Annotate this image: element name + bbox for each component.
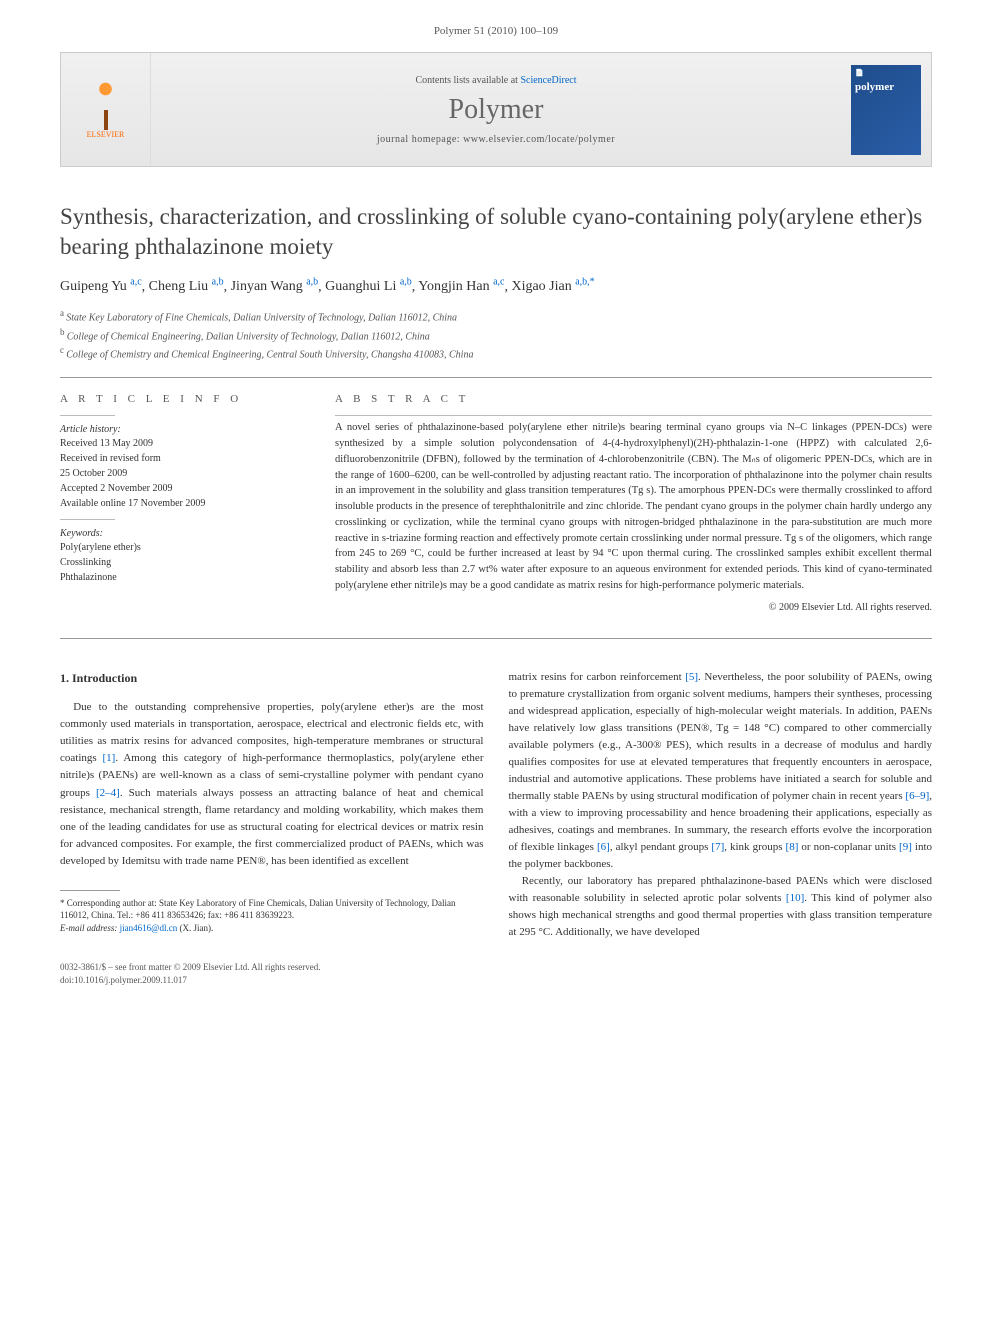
author: Jinyan Wang a,b bbox=[231, 279, 319, 294]
author-affil-sup: a,c bbox=[130, 277, 141, 288]
cover-badge-icon: 📄 bbox=[855, 69, 917, 77]
email-label: E-mail address: bbox=[60, 923, 120, 933]
divider-bottom bbox=[60, 638, 932, 639]
revised-line2: 25 October 2009 bbox=[60, 466, 310, 481]
ref-link-1[interactable]: [1] bbox=[103, 752, 116, 764]
authors-line: Guipeng Yu a,c, Cheng Liu a,b, Jinyan Wa… bbox=[60, 277, 932, 296]
elsevier-logo: ELSEVIER bbox=[76, 72, 136, 147]
section-heading-intro: 1. Introduction bbox=[60, 669, 484, 688]
ref-link-5[interactable]: [5] bbox=[685, 671, 698, 683]
received-date: Received 13 May 2009 bbox=[60, 436, 310, 451]
text-frag: . Nevertheless, the poor solubility of P… bbox=[509, 671, 933, 802]
article-info: A R T I C L E I N F O Article history: R… bbox=[60, 393, 310, 612]
article-title: Synthesis, characterization, and crossli… bbox=[60, 202, 932, 262]
elsevier-tree-icon bbox=[83, 80, 128, 130]
divider-top bbox=[60, 377, 932, 378]
cover-title: polymer bbox=[855, 81, 917, 93]
author-affil-sup: a,b bbox=[306, 277, 318, 288]
corresponding-author-footnote: * Corresponding author at: State Key Lab… bbox=[60, 897, 484, 935]
journal-banner: ELSEVIER Contents lists available at Sci… bbox=[60, 52, 932, 167]
author-affil-sup: a,b bbox=[212, 277, 224, 288]
intro-paragraph-2: Recently, our laboratory has prepared ph… bbox=[509, 873, 933, 941]
homepage-url[interactable]: www.elsevier.com/locate/polymer bbox=[463, 134, 615, 145]
text-frag: matrix resins for carbon reinforcement bbox=[509, 671, 686, 683]
footnote-text: * Corresponding author at: State Key Lab… bbox=[60, 897, 484, 922]
ref-link-6-9[interactable]: [6–9] bbox=[905, 790, 929, 802]
affiliations: a State Key Laboratory of Fine Chemicals… bbox=[60, 307, 932, 362]
abstract-heading: A B S T R A C T bbox=[335, 393, 932, 405]
affiliation: c College of Chemistry and Chemical Engi… bbox=[60, 344, 932, 362]
body-column-right: matrix resins for carbon reinforcement [… bbox=[509, 669, 933, 942]
contents-line: Contents lists available at ScienceDirec… bbox=[415, 75, 576, 86]
author-affil-sup: a,b bbox=[400, 277, 412, 288]
sciencedirect-link[interactable]: ScienceDirect bbox=[520, 75, 576, 86]
contents-prefix: Contents lists available at bbox=[415, 75, 520, 86]
footer-doi: doi:10.1016/j.polymer.2009.11.017 bbox=[60, 974, 932, 987]
text-frag: or non-coplanar units bbox=[798, 841, 899, 853]
info-mini-divider-1 bbox=[60, 415, 115, 416]
author-affil-sup: a,c bbox=[493, 277, 504, 288]
ref-link-9[interactable]: [9] bbox=[899, 841, 912, 853]
publisher-name: ELSEVIER bbox=[87, 130, 125, 139]
page-footer: 0032-3861/$ – see front matter © 2009 El… bbox=[60, 961, 932, 986]
accepted-date: Accepted 2 November 2009 bbox=[60, 481, 310, 496]
publisher-logo-box: ELSEVIER bbox=[61, 53, 151, 166]
intro-paragraph-1-cont: matrix resins for carbon reinforcement [… bbox=[509, 669, 933, 874]
abstract-text: A novel series of phthalazinone-based po… bbox=[335, 420, 932, 593]
author: Guipeng Yu a,c bbox=[60, 279, 142, 294]
text-frag: . Such materials always possess an attra… bbox=[60, 787, 484, 867]
article-info-heading: A R T I C L E I N F O bbox=[60, 393, 310, 405]
online-date: Available online 17 November 2009 bbox=[60, 496, 310, 511]
history-label: Article history: bbox=[60, 424, 310, 435]
email-link[interactable]: jian4616@dl.cn bbox=[120, 923, 178, 933]
keyword-3: Phthalazinone bbox=[60, 570, 310, 585]
page-citation: Polymer 51 (2010) 100–109 bbox=[0, 0, 992, 37]
abstract-copyright: © 2009 Elsevier Ltd. All rights reserved… bbox=[335, 602, 932, 613]
keywords-label: Keywords: bbox=[60, 528, 310, 539]
ref-link-6[interactable]: [6] bbox=[597, 841, 610, 853]
affiliation: b College of Chemical Engineering, Dalia… bbox=[60, 326, 932, 344]
footer-line-1: 0032-3861/$ – see front matter © 2009 El… bbox=[60, 961, 932, 974]
journal-cover-box: 📄 polymer bbox=[841, 53, 931, 166]
text-frag: , kink groups bbox=[724, 841, 785, 853]
ref-link-2-4[interactable]: [2–4] bbox=[96, 787, 120, 799]
body-columns: 1. Introduction Due to the outstanding c… bbox=[60, 669, 932, 942]
keyword-2: Crosslinking bbox=[60, 555, 310, 570]
author: Cheng Liu a,b bbox=[149, 279, 224, 294]
revised-line1: Received in revised form bbox=[60, 451, 310, 466]
author: Xigao Jian a,b,* bbox=[511, 279, 594, 294]
author: Yongjin Han a,c bbox=[418, 279, 504, 294]
keyword-1: Poly(arylene ether)s bbox=[60, 540, 310, 555]
homepage-line: journal homepage: www.elsevier.com/locat… bbox=[377, 134, 615, 145]
abstract-divider bbox=[335, 415, 932, 416]
homepage-prefix: journal homepage: bbox=[377, 134, 463, 145]
journal-cover: 📄 polymer bbox=[851, 65, 921, 155]
info-mini-divider-2 bbox=[60, 519, 115, 520]
banner-center: Contents lists available at ScienceDirec… bbox=[151, 53, 841, 166]
ref-link-10[interactable]: [10] bbox=[786, 892, 804, 904]
ref-link-8[interactable]: [8] bbox=[786, 841, 799, 853]
ref-link-7[interactable]: [7] bbox=[711, 841, 724, 853]
abstract: A B S T R A C T A novel series of phthal… bbox=[335, 393, 932, 612]
author-affil-sup: a,b,* bbox=[575, 277, 594, 288]
author: Guanghui Li a,b bbox=[325, 279, 412, 294]
email-suffix: (X. Jian). bbox=[177, 923, 213, 933]
body-column-left: 1. Introduction Due to the outstanding c… bbox=[60, 669, 484, 942]
intro-paragraph-1: Due to the outstanding comprehensive pro… bbox=[60, 699, 484, 869]
affiliation: a State Key Laboratory of Fine Chemicals… bbox=[60, 307, 932, 325]
footnote-divider bbox=[60, 890, 120, 891]
text-frag: , alkyl pendant groups bbox=[610, 841, 712, 853]
journal-name: Polymer bbox=[449, 94, 544, 126]
